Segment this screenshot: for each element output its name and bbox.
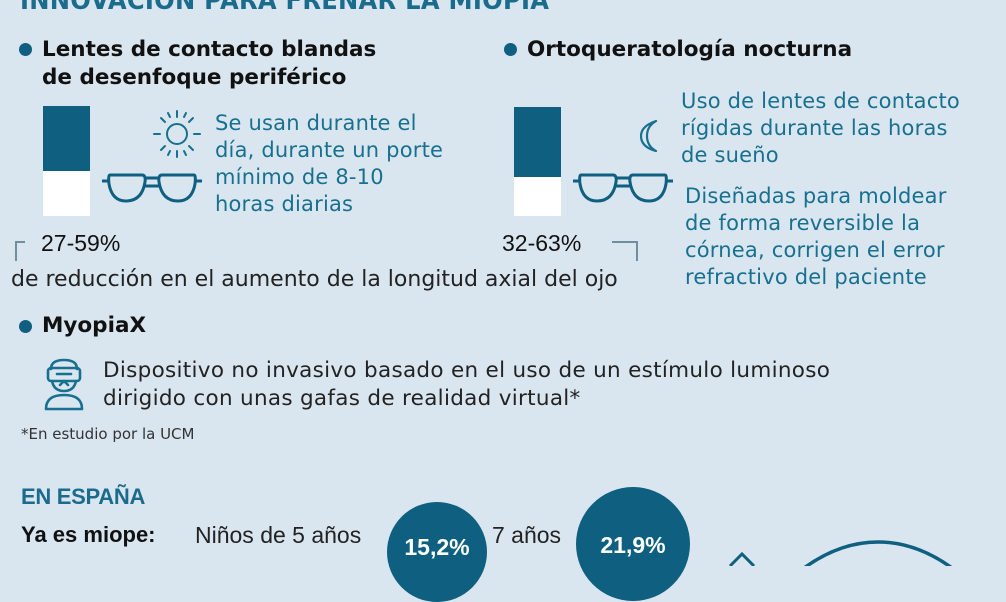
age-label-5: Niños de 5 años [195,522,362,548]
desc-line: horas diarias [215,192,354,216]
treatment-1-description: Se usan durante el día, durante un porte… [215,110,443,218]
reduction-bar-1-fill [43,106,90,171]
reduction-bar-1 [43,106,90,216]
treatment-2-title: Ortoqueratología nocturna [527,37,853,62]
desc-line: dirigido con unas gafas de realidad virt… [103,386,581,411]
myopia-label: Ya es miope: [21,522,156,547]
treatment-1-title-line1: Lentes de contacto blandas [42,37,377,62]
desc-line: rígidas durante las horas [681,116,948,140]
desc-line: mínimo de 8-10 [215,165,384,189]
desc-line: refractivo del paciente [685,265,927,289]
treatment-3-description: Dispositivo no invasivo basado en el uso… [103,357,830,413]
glasses-icon [102,173,202,203]
bullet-dot-icon [19,43,32,56]
desc-line: córnea, corrigen el error [685,238,945,262]
house-roof-icon [728,551,756,566]
partial-circle-outline [803,540,953,566]
treatment-3-title: MyopiaX [42,313,147,338]
footnote: *En estudio por la UCM [21,425,195,443]
moon-icon [639,119,658,153]
treatment-1-title-line2: de desenfoque periférico [42,65,347,90]
desc-line: Diseñadas para moldear [685,184,947,208]
bracket-left [15,241,25,261]
treatment-1-title: Lentes de contacto blandas de desenfoque… [42,36,376,92]
desc-line: de sueño [681,143,779,167]
reduction-bar-2-fill [514,107,561,177]
bracket-right [612,241,638,261]
desc-line: Dispositivo no invasivo basado en el uso… [103,358,831,383]
prevalence-circle-5: 15,2% [387,502,487,602]
reduction-range-2: 32-63% [502,230,582,256]
glasses-icon [573,173,673,203]
desc-line: Se usan durante el [215,111,417,135]
sun-icon [153,110,201,158]
spain-section-title: EN ESPAÑA [21,484,146,509]
vr-headset-person-icon [44,358,84,411]
age-label-7: 7 años [492,522,562,548]
reduction-range-1: 27-59% [41,230,121,256]
bullet-dot-icon [504,43,517,56]
desc-line: Uso de lentes de contacto [681,89,960,113]
reduction-bar-2 [514,107,561,216]
prevalence-value-5: 15,2% [404,534,470,560]
treatment-2-description: Uso de lentes de contacto rígidas durant… [681,88,960,169]
bullet-dot-icon [19,320,32,333]
desc-line: de forma reversible la [685,211,921,235]
prevalence-circle-7: 21,9% [576,487,690,601]
desc-line: día, durante un porte [215,138,444,162]
infographic-title: INNOVACIÓN PARA FRENAR LA MIOPÍA [20,0,550,16]
prevalence-value-7: 21,9% [600,532,666,558]
reduction-caption: de reducción en el aumento de la longitu… [11,267,618,292]
treatment-2-description-2: Diseñadas para moldear de forma reversib… [685,183,947,291]
